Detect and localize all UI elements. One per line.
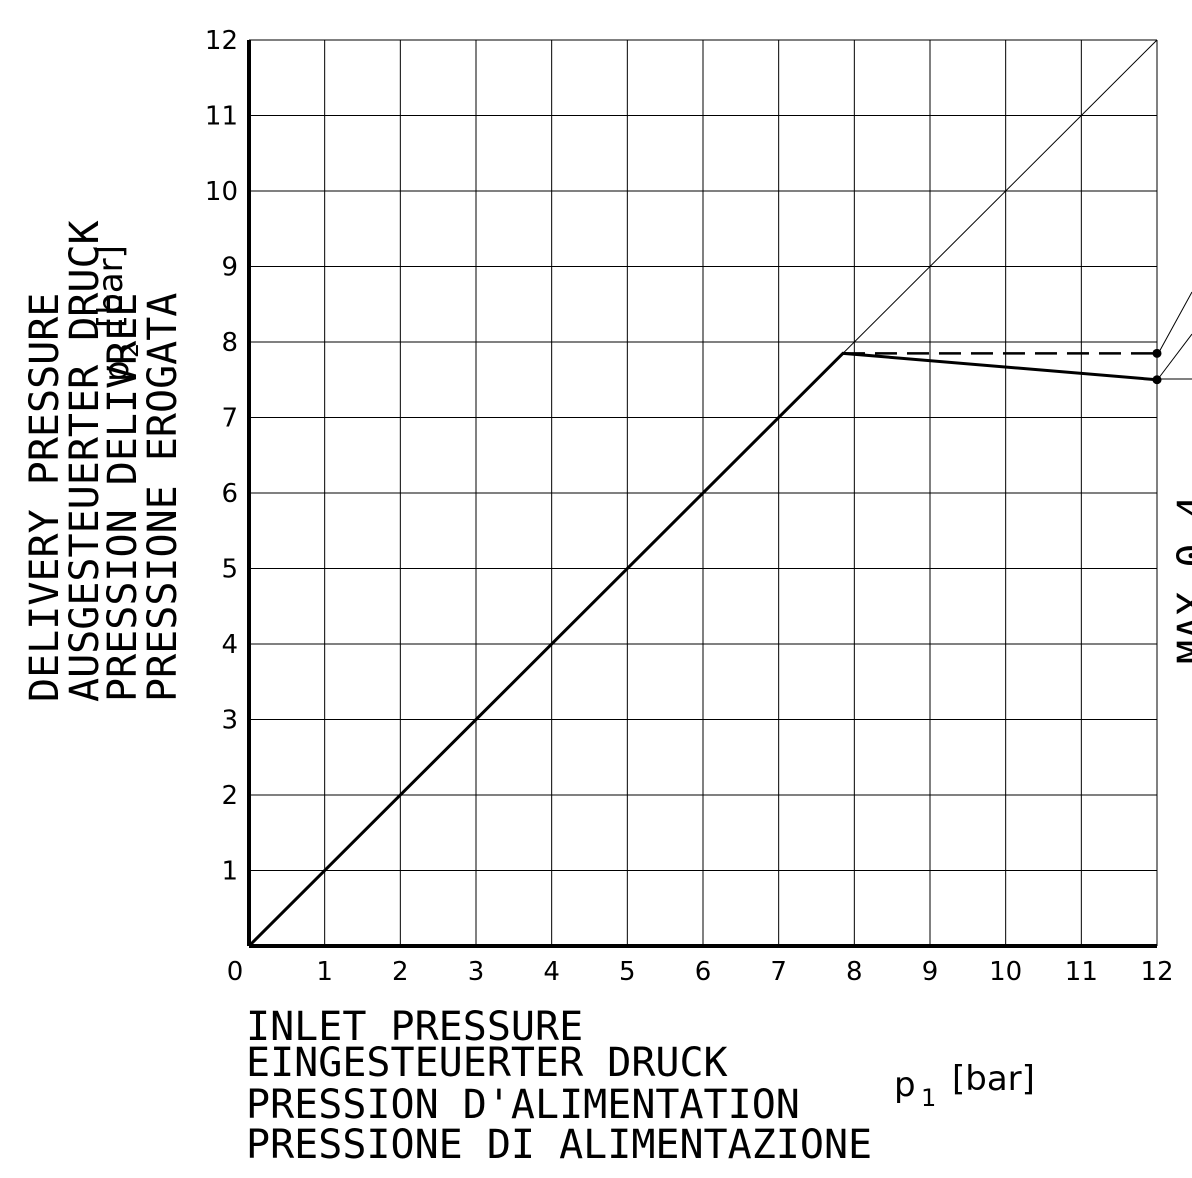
y-label-line-4: PRESSIONE EROGATA [140, 293, 186, 702]
annotation-group: MAX 0.4 [1157, 291, 1192, 664]
y-tick-label-11: 11 [205, 102, 238, 132]
x-label-line-4: PRESSIONE DI ALIMENTAZIONE [246, 1122, 872, 1168]
axes [247, 40, 1157, 948]
x-tick-label-3: 3 [468, 957, 485, 987]
leader-line-1 [1157, 291, 1192, 355]
y-tick-label-7: 7 [221, 404, 238, 434]
y-unit-subscript: 2 [116, 343, 144, 358]
x-unit-symbol: p [894, 1065, 916, 1105]
leader-line-2 [1157, 333, 1192, 380]
x-tick-label-0: 0 [227, 957, 244, 987]
x-tick-label-5: 5 [619, 957, 636, 987]
x-tick-label-2: 2 [392, 957, 409, 987]
x-tick-label-7: 7 [770, 957, 787, 987]
x-tick-label-1: 1 [316, 957, 333, 987]
y-unit-symbol: p [97, 360, 137, 382]
y-tick-label-3: 3 [221, 706, 238, 736]
y-tick-label-4: 4 [221, 630, 238, 660]
y-unit: [bar] [91, 245, 131, 328]
x-tick-label-12: 12 [1140, 957, 1173, 987]
y-label-line-1: DELIVERY PRESSURE [22, 293, 68, 702]
x-tick-label-10: 10 [989, 957, 1022, 987]
x-tick-label-6: 6 [695, 957, 712, 987]
x-tick-label-4: 4 [543, 957, 560, 987]
y-tick-label-1: 1 [221, 857, 238, 887]
series-layer [247, 39, 1162, 948]
y-tick-label-10: 10 [205, 177, 238, 207]
x-tick-label-8: 8 [846, 957, 863, 987]
y-label-line-3: PRESSION DELIVREE [100, 293, 146, 702]
x-axis-label: INLET PRESSURE EINGESTEUERTER DRUCK PRES… [246, 1004, 1035, 1168]
max-annotation: MAX 0.4 [1170, 495, 1192, 664]
x-label-line-3: PRESSION D'ALIMENTATION [246, 1082, 800, 1128]
x-tick-label-11: 11 [1065, 957, 1098, 987]
x-unit-subscript: 1 [921, 1084, 936, 1112]
y-tick-label-8: 8 [221, 328, 238, 358]
y-tick-label-5: 5 [221, 555, 238, 585]
x-label-line-1: INLET PRESSURE [246, 1004, 583, 1050]
y-axis-label: DELIVERY PRESSURE AUSGESTEUERTER DRUCK P… [22, 220, 186, 702]
x-unit: [bar] [952, 1059, 1035, 1099]
y-tick-label-6: 6 [221, 479, 238, 509]
x-label-line-2: EINGESTEUERTER DRUCK [246, 1040, 728, 1086]
y-label-line-2: AUSGESTEUERTER DRUCK [62, 220, 108, 702]
y-tick-label-12: 12 [205, 26, 238, 56]
x-tick-label-9: 9 [922, 957, 939, 987]
y-tick-label-2: 2 [221, 781, 238, 811]
y-tick-label-9: 9 [221, 253, 238, 283]
